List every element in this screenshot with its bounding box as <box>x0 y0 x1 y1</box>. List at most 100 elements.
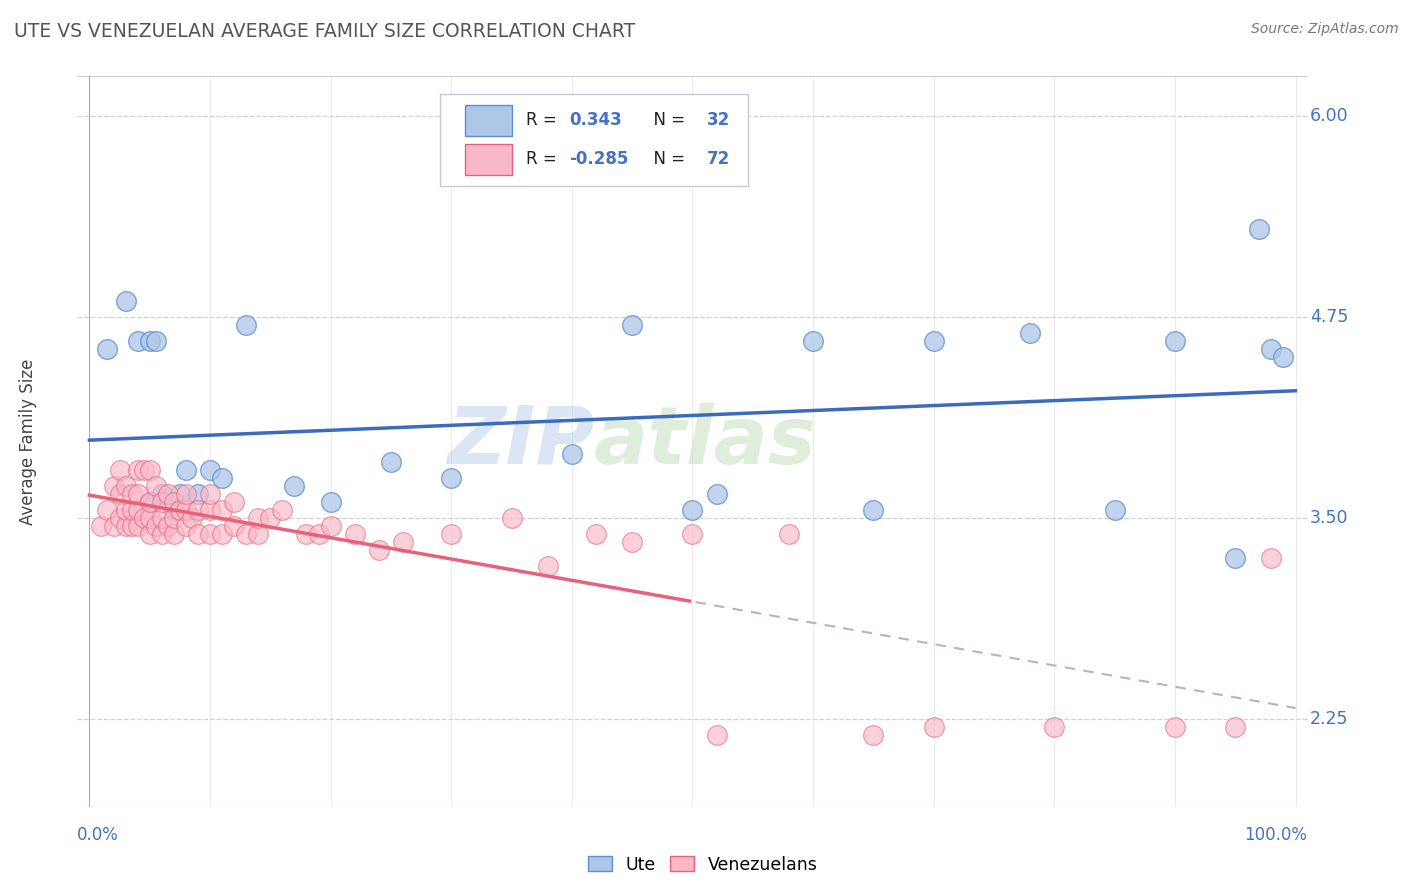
Point <box>283 479 305 493</box>
Point <box>127 503 149 517</box>
Point <box>259 511 281 525</box>
Point <box>138 463 160 477</box>
Point <box>392 535 415 549</box>
Text: 2.25: 2.25 <box>1310 710 1348 728</box>
Point <box>621 318 644 332</box>
Point <box>1272 350 1295 364</box>
Point <box>211 527 233 541</box>
Point <box>187 527 209 541</box>
Point <box>198 503 221 517</box>
Point <box>295 527 318 541</box>
Point <box>922 334 945 348</box>
Point <box>114 293 136 308</box>
Point <box>682 527 704 541</box>
Point <box>1164 720 1187 734</box>
Point <box>585 527 607 541</box>
Point <box>180 511 202 525</box>
Point <box>103 479 125 493</box>
Point <box>1019 326 1042 340</box>
Point <box>127 334 149 348</box>
Point <box>127 463 149 477</box>
Point <box>174 503 197 517</box>
Text: -0.285: -0.285 <box>569 150 628 169</box>
Point <box>706 487 728 501</box>
Point <box>343 527 366 541</box>
Point <box>132 511 155 525</box>
Point <box>174 519 197 533</box>
Point <box>198 463 221 477</box>
Point <box>440 471 463 485</box>
Point <box>247 511 270 525</box>
Text: Source: ZipAtlas.com: Source: ZipAtlas.com <box>1251 22 1399 37</box>
Point <box>114 519 136 533</box>
Point <box>1043 720 1066 734</box>
Point <box>163 527 186 541</box>
Point <box>319 495 342 509</box>
Point <box>169 503 191 517</box>
Point <box>132 463 155 477</box>
Point <box>501 511 523 525</box>
Text: N =: N = <box>644 112 690 129</box>
Point <box>319 519 342 533</box>
Point <box>114 503 136 517</box>
Point <box>224 495 246 509</box>
Text: N =: N = <box>644 150 690 169</box>
Text: ZIP: ZIP <box>447 402 595 481</box>
Point <box>224 519 246 533</box>
Point <box>271 503 294 517</box>
Text: 0.0%: 0.0% <box>77 826 120 844</box>
Point <box>235 527 257 541</box>
Point <box>187 487 209 501</box>
Point <box>156 519 179 533</box>
Point <box>440 527 463 541</box>
Point <box>537 559 560 574</box>
Point <box>561 447 583 461</box>
Point <box>198 527 221 541</box>
Point <box>121 503 143 517</box>
Point <box>380 455 402 469</box>
Point <box>96 342 118 356</box>
Point <box>121 519 143 533</box>
Point <box>145 479 167 493</box>
Point <box>801 334 824 348</box>
Text: 32: 32 <box>707 112 731 129</box>
Point <box>187 503 209 517</box>
Point <box>103 519 125 533</box>
Text: 6.00: 6.00 <box>1310 107 1348 125</box>
Legend: Ute, Venezuelans: Ute, Venezuelans <box>582 850 824 879</box>
Point <box>174 487 197 501</box>
Text: atlas: atlas <box>595 402 817 481</box>
Point <box>163 511 186 525</box>
Point <box>138 334 160 348</box>
Point <box>156 487 179 501</box>
Point <box>90 519 112 533</box>
Point <box>247 527 270 541</box>
Text: R =: R = <box>526 112 562 129</box>
Point <box>150 487 173 501</box>
Point <box>211 503 233 517</box>
Point <box>862 503 884 517</box>
Point <box>121 487 143 501</box>
Point <box>127 519 149 533</box>
Point <box>127 487 149 501</box>
Point <box>211 471 233 485</box>
Text: UTE VS VENEZUELAN AVERAGE FAMILY SIZE CORRELATION CHART: UTE VS VENEZUELAN AVERAGE FAMILY SIZE CO… <box>14 22 636 41</box>
Point <box>138 527 160 541</box>
Text: 100.0%: 100.0% <box>1244 826 1308 844</box>
Point <box>138 495 160 509</box>
Text: 0.343: 0.343 <box>569 112 623 129</box>
Bar <box>465 105 512 136</box>
Point <box>235 318 257 332</box>
Point <box>778 527 800 541</box>
Text: 3.50: 3.50 <box>1310 509 1348 527</box>
Point <box>150 527 173 541</box>
Point <box>108 463 131 477</box>
Point <box>163 495 186 509</box>
Point <box>1260 342 1282 356</box>
Point <box>138 511 160 525</box>
Text: R =: R = <box>526 150 562 169</box>
Point <box>682 503 704 517</box>
Point <box>706 728 728 742</box>
Bar <box>465 144 512 175</box>
Point <box>163 503 186 517</box>
